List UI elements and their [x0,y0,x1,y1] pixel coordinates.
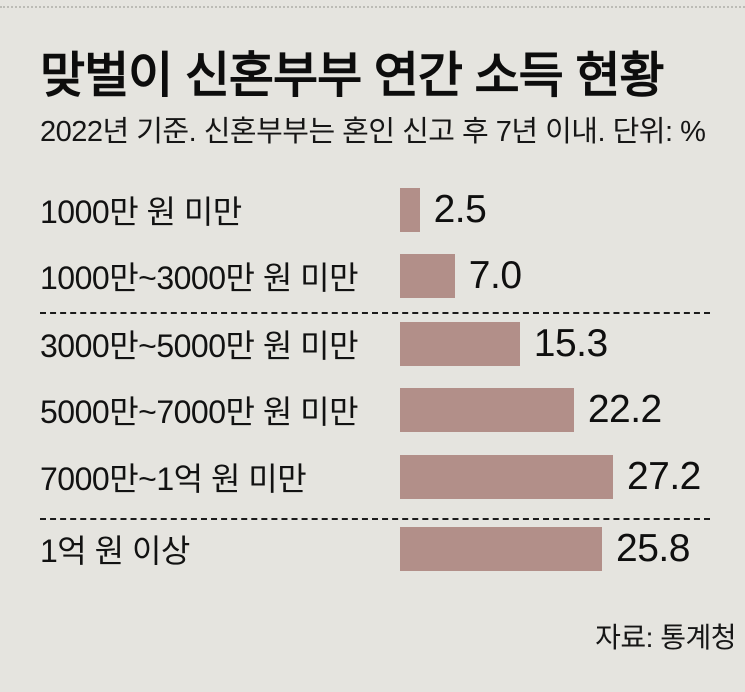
category-label: 7000만~1억 원 미만 [40,461,307,497]
bar-row: 7000만~1억 원 미만 27.2 [40,455,745,499]
bar-row: 1억 원 이상 25.8 [40,527,745,571]
value-label: 22.2 [587,388,662,431]
chart-title: 맞벌이 신혼부부 연간 소득 현황 [40,49,664,103]
dashed-divider [40,518,710,520]
category-label: 3000만~5000만 원 미만 [40,328,359,364]
value-label: 7.0 [468,254,522,297]
category-label: 1000만 원 미만 [40,194,242,230]
dashed-divider [40,312,710,314]
bar-row: 5000만~7000만 원 미만 22.2 [40,388,745,432]
bar [400,527,602,571]
bar-row: 1000만~3000만 원 미만 7.0 [40,254,745,298]
bar [400,322,520,366]
value-label: 2.5 [433,188,487,231]
bar [400,188,420,232]
value-label: 25.8 [616,527,690,570]
bar [400,455,613,499]
bar [400,388,574,432]
value-label: 15.3 [533,322,608,365]
category-label: 1억 원 이상 [40,533,190,569]
chart-subtitle: 2022년 기준. 신혼부부는 혼인 신고 후 7년 이내. 단위: % [40,116,706,148]
category-label: 1000만~3000만 원 미만 [40,260,359,296]
bar [400,254,455,298]
top-dotted-rule [0,6,745,8]
source-credit: 자료: 통계청 [595,622,736,653]
category-label: 5000만~7000만 원 미만 [40,394,359,430]
value-label: 27.2 [626,455,701,498]
bar-row: 1000만 원 미만 2.5 [40,188,745,232]
bar-row: 3000만~5000만 원 미만 15.3 [40,322,745,366]
